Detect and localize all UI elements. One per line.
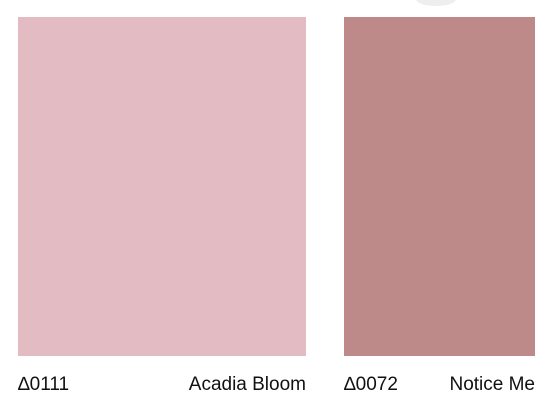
partial-decorative-shape xyxy=(416,0,456,6)
swatch-name: Notice Me xyxy=(449,374,535,395)
swatch-code: ∆0111 xyxy=(18,374,70,395)
swatch-name: Acadia Bloom xyxy=(188,374,306,395)
color-swatch-acadia-bloom[interactable] xyxy=(18,17,306,356)
swatch-code: ∆0072 xyxy=(344,374,398,395)
swatch-label-acadia-bloom: ∆0111 Acadia Bloom xyxy=(18,372,306,398)
color-swatch-notice-me[interactable] xyxy=(344,17,535,356)
swatch-label-notice-me: ∆0072 Notice Me xyxy=(344,372,535,398)
